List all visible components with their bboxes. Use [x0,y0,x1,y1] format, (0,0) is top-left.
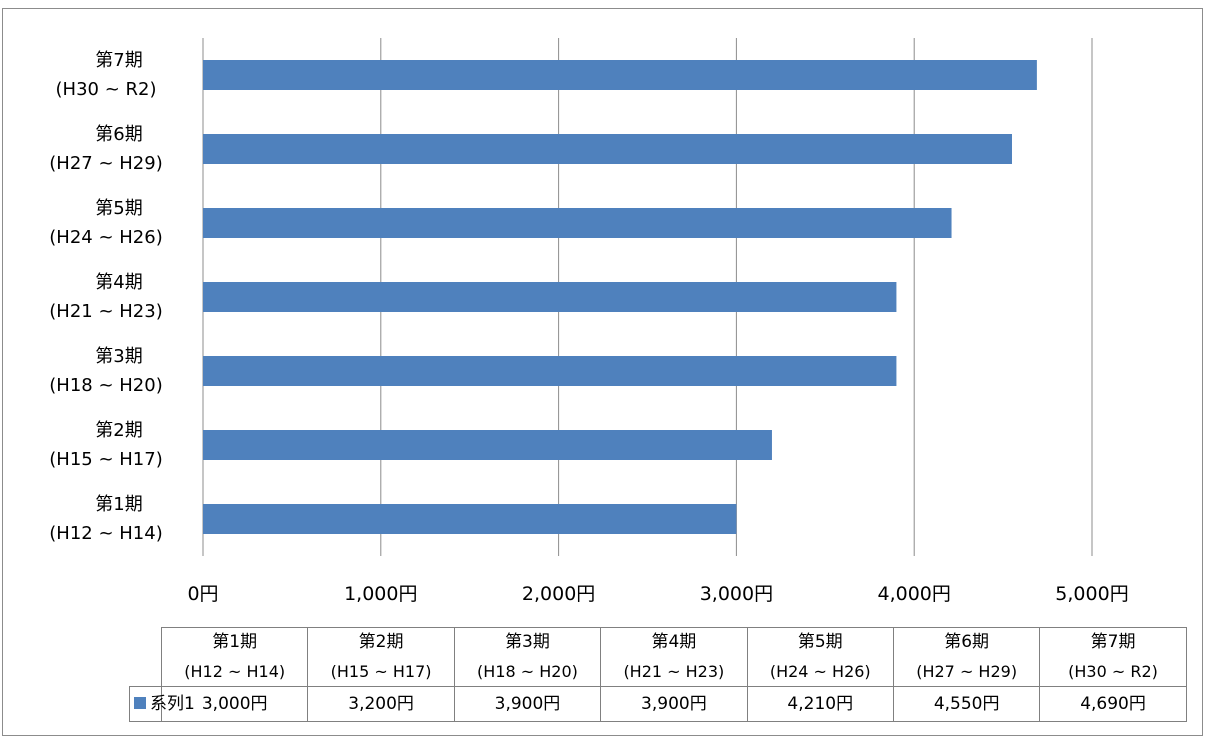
bar-4 [203,282,897,312]
category-label-range-6: (H27 ~ H29) [49,153,162,174]
x-tick-label-0: 0円 [187,583,218,605]
table-value-6: 4,550円 [892,686,1041,722]
category-label-range-2: (H15 ~ H17) [49,449,162,470]
table-header-range-3: (H18 ~ H20) [453,657,602,687]
table-header-period-7: 第7期 [1039,627,1187,657]
x-tick-label-4000: 4,000円 [877,583,950,605]
table-value-5: 4,210円 [746,686,894,722]
bar-7 [203,60,1037,90]
data-table: 第1期 第2期 第3期 第4期 第5期 第6期 第7期 (H12 ~ H14) (H15 ~ H… [129,627,1187,722]
bar-chart: 第1期 (H12 ~ H14) 第2期 (H15 ~ H17) 第3期 (H18 ~ H2… [49,38,1129,605]
category-label-period-5: 第5期 [95,198,142,219]
category-label-range-1: (H12 ~ H14) [49,523,162,544]
category-label-range-4: (H21 ~ H23) [49,301,162,322]
table-header-period-4: 第4期 [600,627,748,657]
bar-5 [203,208,952,238]
table-corner [130,628,162,687]
bar-6 [203,134,1012,164]
bar-3 [203,356,897,386]
bar-1 [203,504,737,534]
table-header-range-1: (H12 ~ H14) [160,657,309,687]
x-tick-label-5000: 5,000円 [1055,583,1128,605]
table-value-7: 4,690円 [1039,686,1187,722]
table-value-1: 3,000円 [160,686,309,722]
table-header-range-4: (H21 ~ H23) [600,657,748,687]
table-header-range-7: (H30 ~ R2) [1039,657,1187,687]
table-header-range-6: (H27 ~ H29) [892,657,1041,687]
category-label-period-3: 第3期 [95,346,142,367]
category-label-period-2: 第2期 [95,420,142,441]
table-header-period-5: 第5期 [746,627,894,657]
legend-series-name: 系列1 [150,694,195,714]
table-header-period-2: 第2期 [307,627,455,657]
category-label-period-7: 第7期 [95,50,142,71]
table-header-period-3: 第3期 [453,627,602,657]
legend-swatch [134,697,146,709]
category-label-period-1: 第1期 [95,494,142,515]
category-label-period-4: 第4期 [95,272,142,293]
bar-2 [203,430,772,460]
table-value-4: 3,900円 [600,686,748,722]
table-header-period-6: 第6期 [892,627,1041,657]
chart-frame [2,8,1203,736]
table-header-range-5: (H24 ~ H26) [746,657,894,687]
category-label-period-6: 第6期 [95,124,142,145]
table-header-range-2: (H15 ~ H17) [307,657,455,687]
table-value-2: 3,200円 [307,686,455,722]
category-label-range-3: (H18 ~ H20) [49,375,162,396]
x-tick-label-2000: 2,000円 [522,583,595,605]
category-label-range-7: (H30 ~ R2) [56,79,157,100]
table-header-period-1: 第1期 [160,627,309,657]
x-tick-label-1000: 1,000円 [344,583,417,605]
category-label-range-5: (H24 ~ H26) [49,227,162,248]
x-tick-label-3000: 3,000円 [700,583,773,605]
table-value-3: 3,900円 [453,686,602,722]
legend-entry: 系列1 [129,686,195,722]
